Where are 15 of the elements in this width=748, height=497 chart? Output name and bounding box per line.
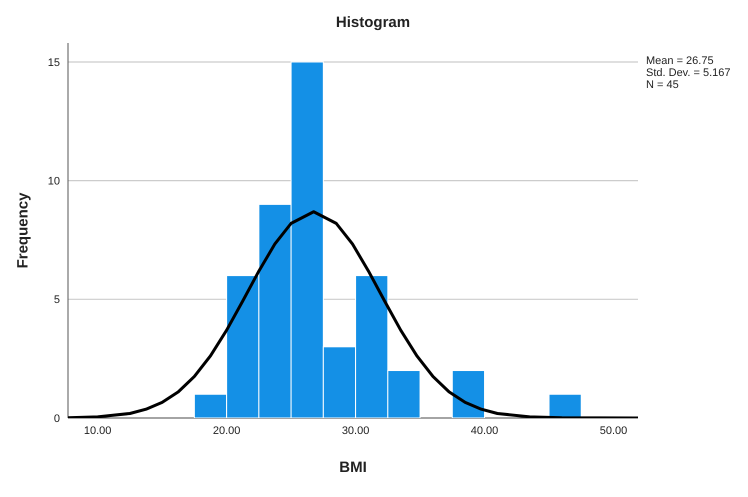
x-tick-label: 10.00 bbox=[84, 424, 112, 437]
y-axis-title: Frequency bbox=[14, 192, 32, 268]
y-tick-label: 5 bbox=[54, 294, 60, 306]
text: Std. Dev. = 5.167 bbox=[646, 67, 730, 79]
x-axis-title: BMI bbox=[339, 459, 367, 476]
y-tick-label: 0 bbox=[54, 412, 60, 425]
y-tick-label: 15 bbox=[48, 56, 60, 69]
text: N = 45 bbox=[646, 79, 680, 91]
y-tick-label: 10 bbox=[48, 176, 60, 188]
x-tick-label: 30.00 bbox=[342, 424, 370, 437]
chart-title: Histogram bbox=[334, 14, 412, 31]
x-tick-label: 20.00 bbox=[212, 424, 240, 437]
x-tick-label: 50.00 bbox=[600, 424, 628, 437]
text: Mean = 26.75 bbox=[646, 55, 715, 67]
x-tick-label: 40.00 bbox=[470, 424, 498, 437]
